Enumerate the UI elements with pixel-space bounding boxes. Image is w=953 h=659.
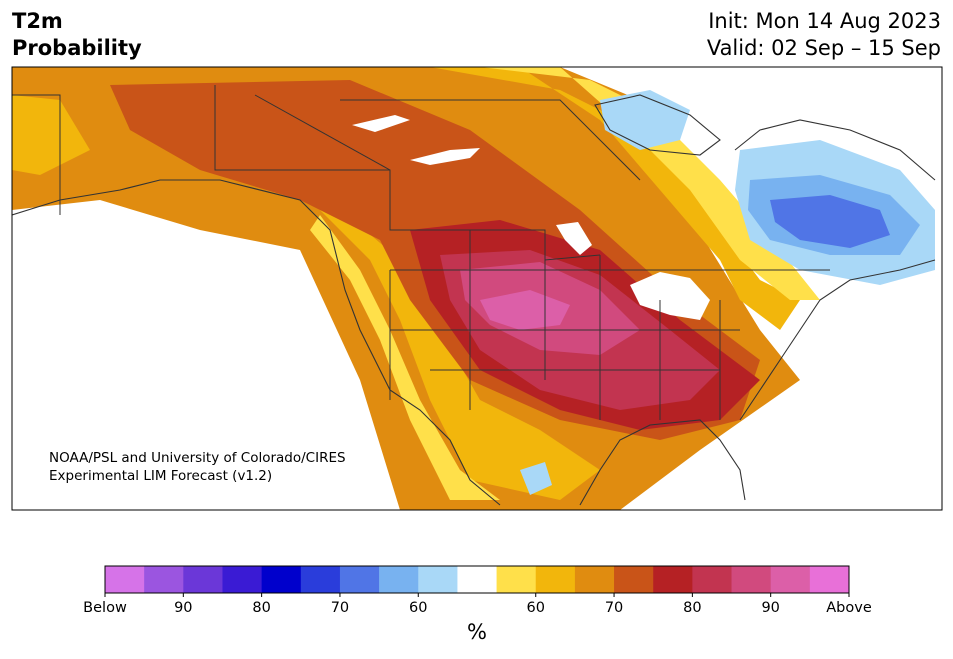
colorbar-swatch: [614, 566, 654, 593]
init-date: Init: Mon 14 Aug 2023: [708, 9, 941, 33]
colorbar-swatch: [105, 566, 145, 593]
colorbar-tick-label: 90: [174, 600, 193, 616]
map-frame: [11, 66, 943, 511]
colorbar-tick-label: Above: [826, 600, 872, 616]
colorbar-swatch: [144, 566, 184, 593]
colorbar-swatch: [574, 566, 615, 593]
colorbar-tick-label: Below: [83, 600, 127, 616]
colorbar-swatch: [379, 566, 419, 593]
colorbar-tick-label: 80: [683, 600, 702, 616]
valid-range: Valid: 02 Sep – 15 Sep: [706, 36, 941, 60]
map-title: T2m Probability: [12, 8, 142, 62]
credit-line-2: Experimental LIM Forecast (v1.2): [49, 468, 273, 484]
colorbar-tick-label: 90: [761, 600, 780, 616]
colorbar-swatch: [222, 566, 263, 593]
colorbar-tick-label: 70: [330, 600, 350, 616]
credit-line-1: NOAA/PSL and University of Colorado/CIRE…: [49, 450, 346, 466]
forecast-dates: Init: Mon 14 Aug 2023 Valid: 02 Sep – 15…: [707, 8, 941, 62]
credit-text: NOAA/PSL and University of Colorado/CIRE…: [49, 449, 346, 485]
colorbar-swatch: [300, 566, 341, 593]
colorbar: [104, 565, 850, 597]
colorbar-tick-label: 60: [409, 600, 428, 616]
colorbar-swatch: [183, 566, 223, 593]
colorbar-tick-label: 80: [252, 600, 271, 616]
title-product: Probability: [12, 36, 142, 60]
colorbar-swatch: [457, 566, 498, 593]
colorbar-swatch: [261, 566, 302, 593]
colorbar-frame: [104, 565, 850, 594]
colorbar-tick-label: 60: [526, 600, 545, 616]
colorbar-swatch: [731, 566, 772, 593]
colorbar-swatch: [770, 566, 811, 593]
colorbar-swatch: [418, 566, 458, 593]
colorbar-swatch: [496, 566, 537, 593]
title-variable: T2m: [12, 9, 63, 33]
colorbar-swatch: [339, 566, 380, 593]
colorbar-tick-label: 70: [604, 600, 624, 616]
colorbar-swatch: [692, 566, 733, 593]
probability-field: [12, 67, 942, 510]
colorbar-unit: %: [467, 620, 487, 644]
colorbar-swatch: [653, 566, 693, 593]
colorbar-swatch: [809, 566, 850, 593]
colorbar-swatch: [535, 566, 576, 593]
